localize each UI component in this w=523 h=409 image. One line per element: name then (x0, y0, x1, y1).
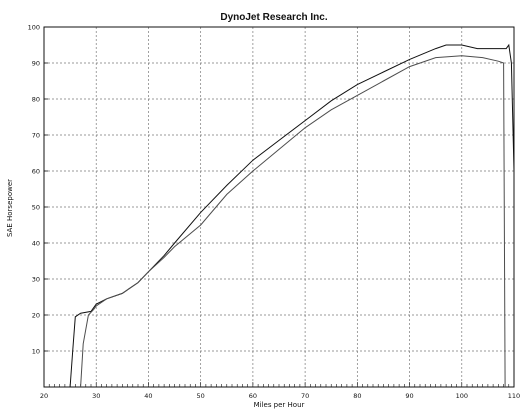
series-lines (69, 43, 515, 388)
x-tick-label: 80 (353, 392, 361, 400)
y-tick-label: 20 (32, 312, 40, 320)
y-tick-label: 50 (32, 204, 40, 212)
series-line-1 (69, 43, 515, 388)
x-tick-label: 20 (40, 392, 48, 400)
y-tick-label: 40 (32, 240, 40, 248)
chart-title: DynoJet Research Inc. (220, 12, 327, 23)
y-tick-label: 100 (28, 24, 40, 32)
tick-labels: 20 30 40 50 60 70 80 90 100 110 10 20 30 40 50 60 70 80 90… (28, 24, 521, 401)
y-tick-label: 60 (32, 168, 40, 176)
axes (43, 26, 515, 388)
x-tick-label: 90 (405, 392, 413, 400)
x-tick-label: 40 (144, 392, 152, 400)
x-tick-label: 30 (92, 392, 100, 400)
grid-lines (44, 27, 514, 387)
y-tick-label: 80 (32, 96, 40, 104)
y-tick-label: 10 (32, 348, 40, 356)
x-axis-label: Miles per Hour (254, 401, 305, 409)
series-line-2 (80, 55, 506, 388)
y-tick-label: 90 (32, 60, 40, 68)
x-tick-label: 100 (456, 392, 468, 400)
y-tick-label: 70 (32, 132, 40, 140)
x-tick-label: 60 (249, 392, 257, 400)
x-tick-label: 110 (508, 392, 520, 400)
y-axis-label: SAE Horsepower (6, 179, 14, 237)
x-tick-label: 50 (197, 392, 205, 400)
y-tick-label: 30 (32, 276, 40, 284)
x-tick-label: 70 (301, 392, 309, 400)
